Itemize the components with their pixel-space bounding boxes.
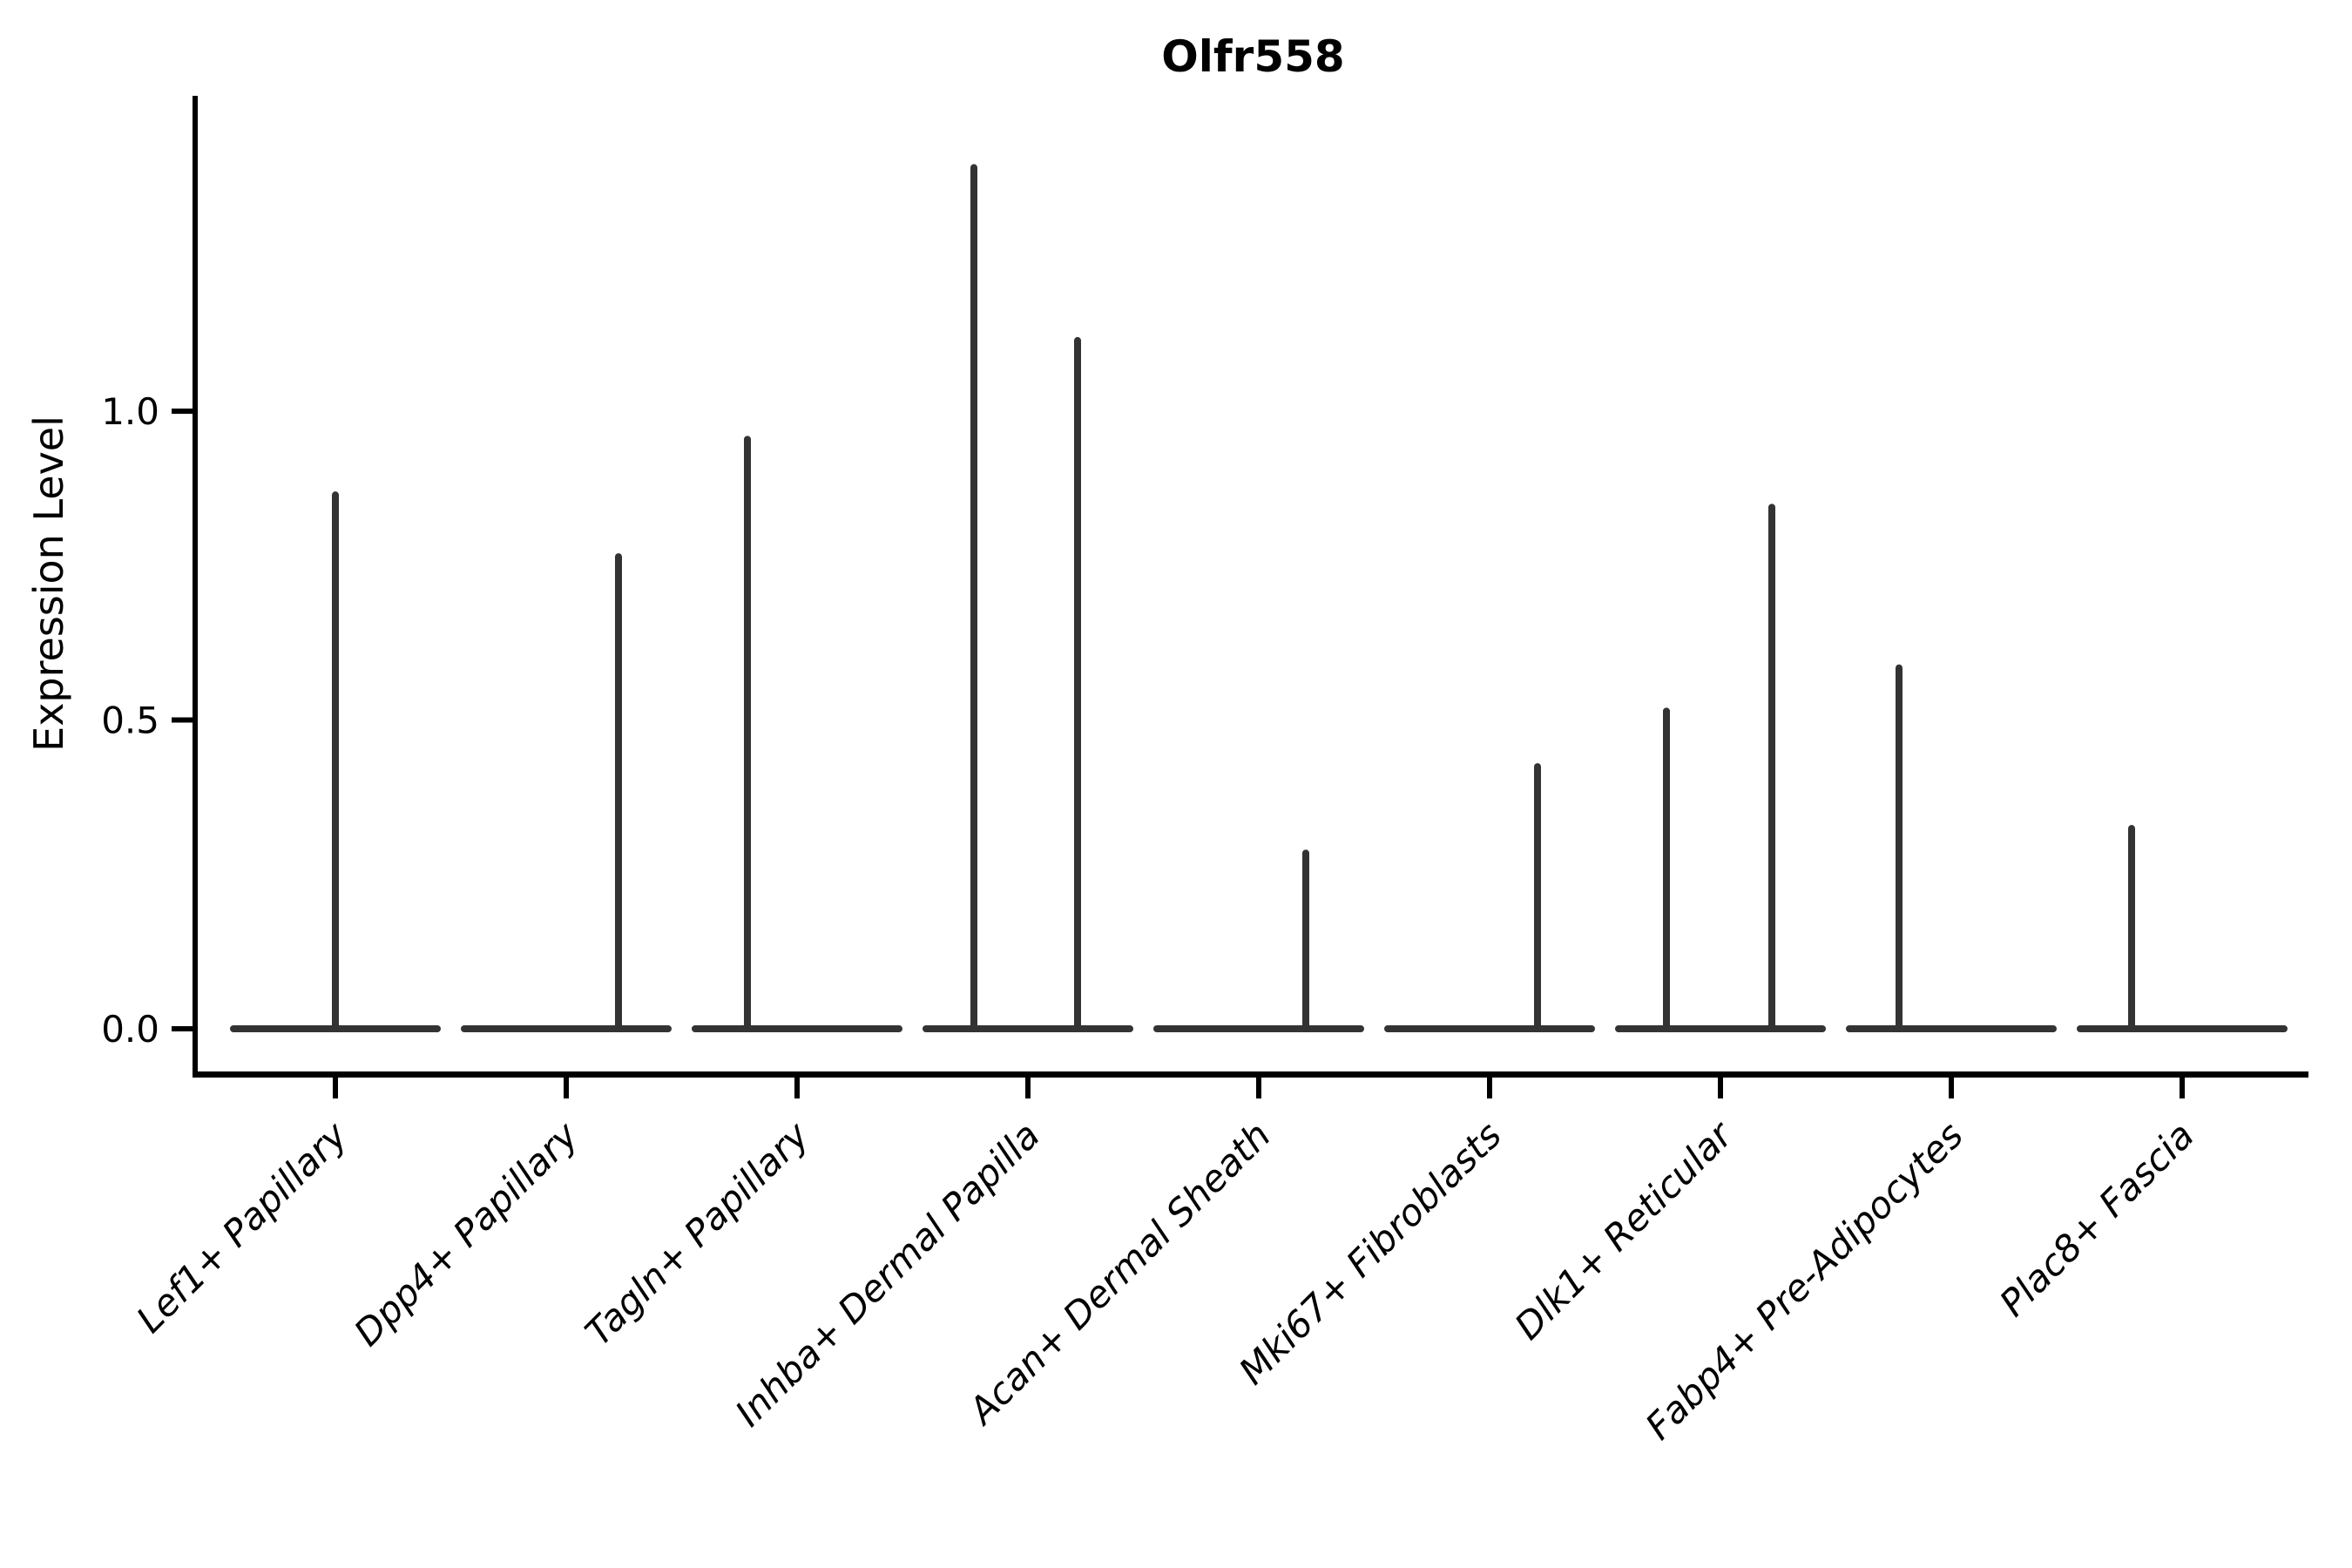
x-tick-label: Dlk1+ Reticular [1506,1112,1742,1348]
x-tick-label: Tagln+ Papillary [577,1113,818,1355]
violin-base [1384,1025,1595,1032]
violin-spike [1768,504,1775,1032]
violin-base [1615,1025,1826,1032]
y-tick-mark [172,717,193,723]
x-tick-label: Plac8+ Fascia [1991,1113,2202,1324]
y-tick-label: 0.0 [101,1008,159,1051]
violin-spike [2128,825,2135,1032]
x-tick-mark [1025,1078,1031,1098]
violin-base [692,1025,902,1032]
x-tick-mark [2180,1078,2185,1098]
x-tick-label: Mki67+ Fibroblasts [1231,1113,1510,1392]
y-axis-spine [193,96,198,1078]
violin-base [1153,1025,1364,1032]
x-tick-label: Lef1+ Papillary [128,1113,356,1342]
violin-base [2077,1025,2288,1032]
x-tick-mark [1949,1078,1954,1098]
x-tick-label: Dpp4+ Papillary [346,1113,587,1355]
x-tick-mark [564,1078,569,1098]
violin-base [923,1025,1133,1032]
violin-spike [1663,707,1670,1032]
x-tick-mark [333,1078,338,1098]
y-tick-mark [172,409,193,414]
y-tick-mark [172,1026,193,1031]
violin-spike [1074,336,1081,1032]
x-tick-mark [794,1078,800,1098]
x-tick-mark [1256,1078,1261,1098]
x-tick-mark [1718,1078,1723,1098]
y-axis-label: Expression Level [25,416,72,752]
violin-base [1846,1025,2057,1032]
y-tick-label: 0.5 [101,700,159,742]
violin-spike [1302,849,1309,1032]
x-axis-spine [193,1071,2308,1078]
violin-spike [744,436,751,1032]
violin-spike [1534,763,1541,1032]
violin-base [461,1025,672,1032]
violin-spike [332,491,339,1032]
x-tick-mark [1487,1078,1492,1098]
violin-spike [1896,664,1903,1032]
violin-spike [615,553,622,1032]
chart-title: Olfr558 [1161,31,1345,82]
y-tick-label: 1.0 [101,390,159,433]
violin-spike [970,164,977,1032]
